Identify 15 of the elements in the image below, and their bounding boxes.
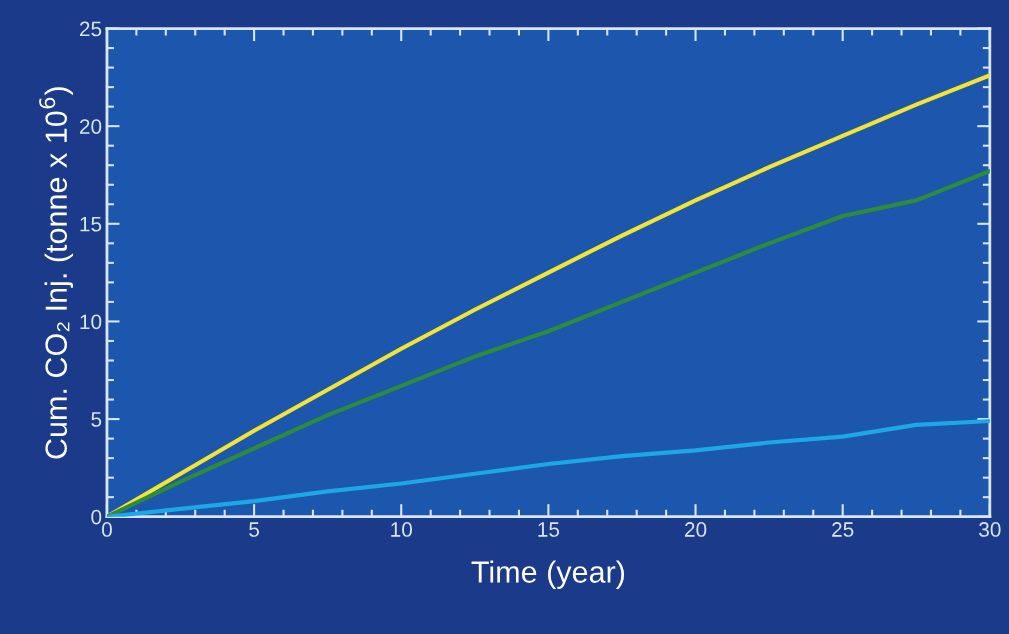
y-tick-label: 5 [91,412,102,427]
x-tick-label: 20 [685,522,707,537]
x-tick-label: 15 [538,522,560,537]
y-tick-label: 15 [80,217,102,232]
y-tick-label: 20 [79,119,102,134]
x-axis-title: Time (year) [471,560,625,589]
x-tick-label: 30 [979,522,1001,537]
x-tick-label: 25 [832,522,854,537]
y-axis-title: Cum. CO₂ Inj. (tonne x 10$^{6}$) [39,87,74,459]
x-tick-label: 10 [391,522,413,537]
y-tick-label: 0 [91,509,102,525]
x-tick-label: 0 [101,522,112,537]
y-tick-label: 10 [80,314,102,330]
x-tick-label: 5 [249,522,260,537]
y-tick-label: 25 [79,21,102,37]
